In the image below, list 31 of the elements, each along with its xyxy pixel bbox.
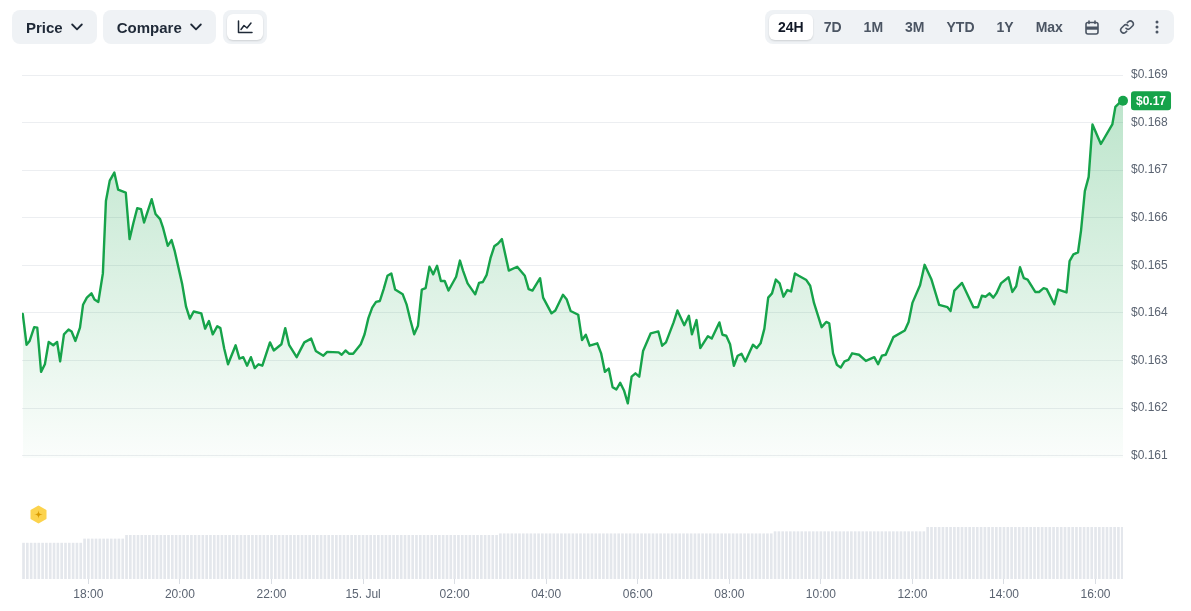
range-button[interactable]: 1M	[852, 14, 895, 40]
y-tick-label: $0.166	[1131, 210, 1169, 225]
range-button[interactable]: 7D	[812, 14, 853, 40]
range-button[interactable]: 24H	[769, 14, 813, 40]
x-tick-label: 22:00	[256, 586, 287, 601]
x-tick-label: 06:00	[622, 586, 654, 601]
range-button[interactable]: 3M	[894, 14, 936, 40]
range-button[interactable]: Max	[1024, 14, 1074, 40]
dropdown-button[interactable]: Compare	[102, 10, 216, 44]
annotation: $0.17	[1136, 93, 1167, 108]
x-tick-label: 10:00	[805, 586, 837, 601]
y-tick-label: $0.162	[1131, 400, 1169, 415]
y-tick-label: $0.167	[1131, 162, 1169, 177]
x-tick-label: 12:00	[897, 586, 928, 601]
y-tick-label: $0.169	[1131, 67, 1169, 82]
y-tick-label: $0.168	[1131, 114, 1169, 129]
x-tick-label: 20:00	[164, 586, 196, 601]
x-tick-label: 14:00	[988, 586, 1020, 601]
x-tick-label: 15. Jul	[345, 586, 381, 601]
y-tick-label: $0.164	[1131, 305, 1169, 320]
dropdown-button[interactable]: Price	[12, 10, 97, 44]
range-button[interactable]: 1Y	[985, 14, 1025, 40]
x-tick-label: 04:00	[531, 586, 562, 601]
x-tick-label: 02:00	[439, 586, 470, 601]
y-tick-label: $0.161	[1131, 447, 1169, 462]
x-tick-label: 18:00	[73, 586, 104, 601]
y-tick-label: $0.163	[1131, 352, 1169, 367]
y-tick-label: $0.165	[1131, 257, 1169, 272]
x-tick-label: 16:00	[1080, 586, 1111, 601]
range-button[interactable]: YTD	[935, 14, 986, 40]
x-tick-label: 08:00	[714, 586, 745, 601]
